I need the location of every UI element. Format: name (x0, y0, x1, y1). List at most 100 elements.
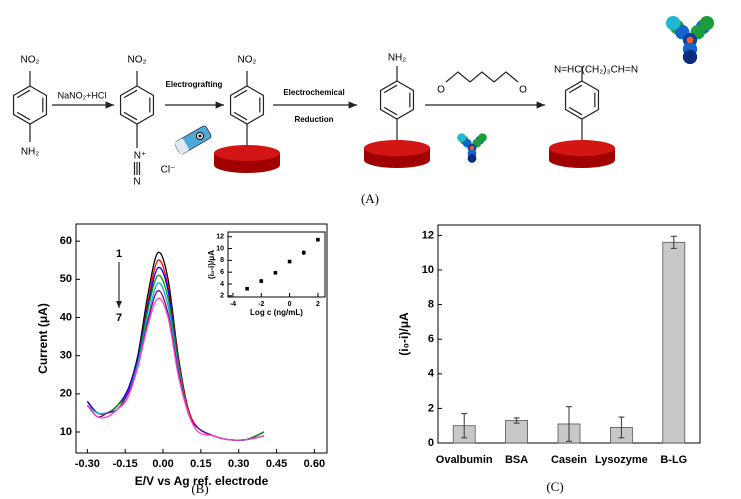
antibody-domain (682, 49, 698, 65)
y-axis-label: (i₀-i)/μA (397, 312, 411, 356)
double-bond (233, 111, 248, 121)
x-axis-label: Log c (ng/mL) (250, 308, 303, 317)
bar (662, 241, 686, 444)
panel-label: (A) (361, 191, 379, 206)
x-tick-label: -4 (230, 301, 236, 308)
bar (505, 420, 529, 444)
antibody-core (470, 146, 474, 150)
x-tick-label: B-LG (660, 454, 687, 466)
voltammogram (86, 297, 265, 441)
y-tick-label: 10 (216, 245, 224, 252)
x-tick-label: -2 (258, 301, 264, 308)
x-tick-label: Lysozyme (595, 454, 648, 466)
x-tick-label: 0.45 (266, 458, 287, 470)
label: Reduction (294, 115, 333, 124)
y-tick-label: 8 (220, 257, 224, 264)
y-tick-label: 8 (428, 298, 434, 310)
benzene-ring (119, 85, 155, 125)
annotation: 1 (116, 248, 122, 260)
y-tick-label: 6 (428, 333, 434, 345)
point (301, 250, 306, 255)
label: Electrografting (166, 80, 223, 89)
antibody-domain (457, 133, 466, 143)
point (287, 259, 292, 264)
electrode-disk (549, 140, 615, 156)
point (245, 286, 249, 291)
benzene-ring (564, 80, 600, 120)
double-bond (123, 111, 138, 121)
label: NH₂ (388, 53, 406, 64)
x-tick-label: Ovalbumin (436, 454, 493, 466)
point (273, 270, 278, 275)
y-tick-label: 12 (216, 234, 224, 241)
label: NO₂ (238, 55, 257, 66)
y-tick-label: 10 (60, 426, 72, 438)
label: N=HC(CH₂)₃CH=N (554, 65, 638, 76)
y-tick-label: 6 (220, 269, 224, 276)
electrode-disk (364, 140, 430, 156)
double-bond (233, 89, 248, 99)
glutaraldehyde (445, 71, 519, 83)
y-axis-label: (i₀-i)/μA (207, 250, 216, 279)
label: NO₂ (128, 55, 147, 66)
antibody-domain (699, 15, 715, 31)
panel-label: (C) (546, 479, 563, 494)
y-axis-label: Current (μA) (36, 303, 50, 374)
x-tick-label: Casein (551, 454, 587, 466)
y-tick-label: 12 (422, 229, 434, 241)
label: O (437, 85, 445, 96)
label: O (519, 85, 527, 96)
electrode-icon (174, 125, 212, 155)
double-bond (123, 89, 138, 99)
point (259, 279, 264, 283)
y-tick-label: 4 (428, 368, 435, 380)
double-bond (383, 106, 398, 116)
panel-label: (B) (191, 481, 208, 496)
x-tick-label: -0.15 (113, 458, 138, 470)
x-tick-label: 0.60 (304, 458, 325, 470)
annotation: 7 (116, 312, 122, 324)
label: NH₂ (21, 147, 39, 158)
double-bond (568, 106, 583, 116)
label: N⁺ (134, 151, 147, 162)
y-tick-label: 30 (60, 350, 72, 362)
y-tick-label: 0 (428, 437, 434, 449)
antibody-domain (478, 133, 487, 143)
double-bond (16, 111, 31, 121)
x-tick-label: 0.00 (152, 458, 173, 470)
plot-frame (227, 231, 326, 298)
double-bond (568, 84, 583, 94)
antibody-domain (467, 154, 477, 163)
benzene-ring (229, 85, 265, 125)
y-tick-label: 10 (422, 264, 434, 276)
label: Cl⁻ (161, 165, 176, 176)
label: Electrochemical (283, 88, 344, 97)
x-tick-label: 0 (288, 301, 292, 308)
y-tick-label: 2 (428, 402, 434, 414)
x-axis-label: E/V vs Ag ref. electrode (135, 474, 269, 488)
double-bond (383, 84, 398, 94)
x-tick-label: -0.30 (75, 458, 100, 470)
electrode-disk (214, 145, 280, 161)
x-tick-label: 2 (316, 301, 320, 308)
y-tick-label: 60 (60, 235, 72, 247)
antibody-domain (665, 15, 681, 31)
y-tick-label: 40 (60, 311, 72, 323)
benzene-ring (12, 85, 48, 125)
benzene-ring (379, 80, 415, 120)
double-bond (16, 89, 31, 99)
x-tick-label: 0.30 (228, 458, 249, 470)
y-tick-label: 20 (60, 388, 72, 400)
label: NO₂ (21, 55, 40, 66)
reaction-scheme: NO₂ NH₂ NaNO₂+HCl NO₂ N⁺ N Cl⁻ Electrogr… (21, 53, 639, 188)
y-tick-label: 50 (60, 273, 72, 285)
y-tick-label: 2 (220, 293, 224, 300)
label: NaNO₂+HCl (58, 90, 107, 100)
x-tick-label: BSA (505, 454, 528, 466)
point (316, 237, 320, 242)
antibody-core (686, 36, 694, 44)
x-tick-label: 0.15 (190, 458, 211, 470)
y-tick-label: 4 (220, 281, 224, 288)
label: N (133, 177, 140, 188)
